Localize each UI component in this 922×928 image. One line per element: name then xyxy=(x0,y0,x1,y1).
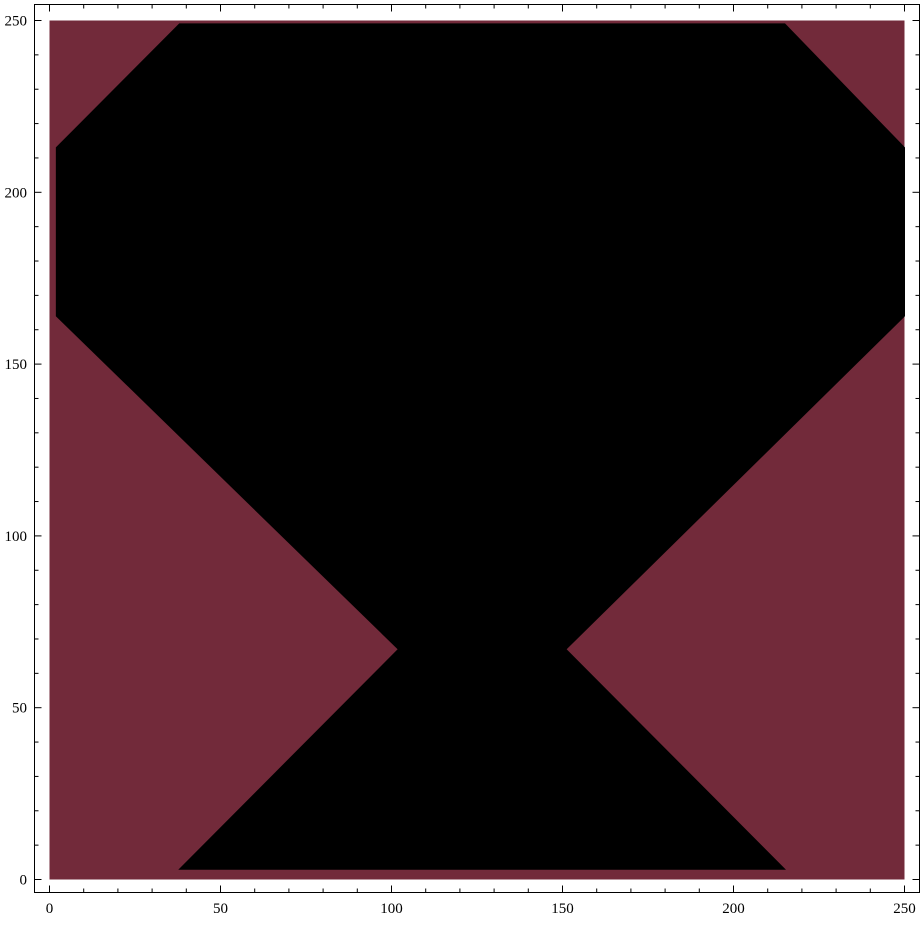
region-shape xyxy=(55,23,905,870)
plot-layer xyxy=(49,20,905,880)
y-tick-label: 100 xyxy=(5,529,28,545)
y-tick-label: 200 xyxy=(5,185,28,201)
y-tick-label: 150 xyxy=(5,357,28,373)
axis-layer: 0 50 100 150 200 250 0 50 100 150 200 250 xyxy=(5,4,920,917)
x-tick-label: 250 xyxy=(893,901,916,917)
x-tick-label: 0 xyxy=(46,901,54,917)
plot-frame xyxy=(34,4,920,893)
y-tick-label: 50 xyxy=(12,701,27,717)
x-tick-label: 150 xyxy=(551,901,574,917)
x-tick-label: 50 xyxy=(213,901,228,917)
x-tick-label: 100 xyxy=(380,901,403,917)
y-tick-label: 250 xyxy=(5,14,28,30)
y-tick-label: 0 xyxy=(20,873,28,889)
x-tick-label: 200 xyxy=(722,901,745,917)
